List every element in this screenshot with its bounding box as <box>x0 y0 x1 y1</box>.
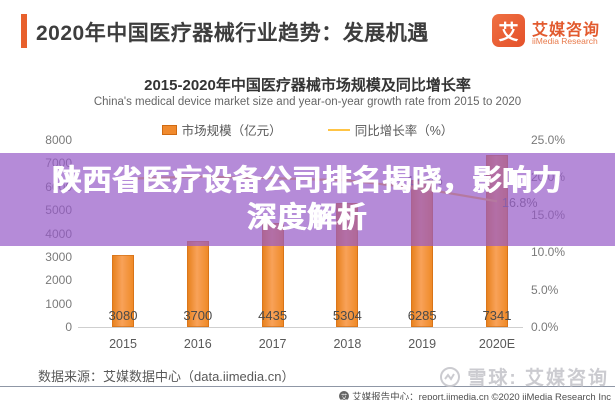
y-axis-tick-right: 25.0% <box>531 133 566 147</box>
report-center-note: 艾 艾媒报告中心：report.iimedia.cn ©2020 iiMedia… <box>339 389 611 400</box>
iimedia-mini-logo-icon: 艾 <box>339 391 350 400</box>
x-axis-baseline <box>78 327 523 328</box>
title-accent-bar <box>21 14 27 48</box>
bar-value-label: 3700 <box>183 308 213 323</box>
bar-value-label: 7341 <box>482 308 512 323</box>
x-axis-tick: 2017 <box>258 337 287 351</box>
bar-value-label: 6285 <box>407 308 437 323</box>
headline-banner-overlay: 陕西省医疗设备公司排名揭晓，影响力 深度解析 <box>0 153 615 246</box>
data-source-note: 数据来源：艾媒数据中心（data.iimedia.cn） <box>38 369 295 384</box>
x-axis-tick: 2015 <box>109 337 137 351</box>
y-axis-tick-right: 10.0% <box>531 245 566 260</box>
y-axis-tick-right: 0.0% <box>531 320 559 334</box>
iimedia-logo-name: 艾媒咨询 <box>532 22 601 39</box>
legend-item-growth-rate: 同比增长率（%） <box>327 120 454 139</box>
legend-label: 同比增长率（%） <box>354 124 454 138</box>
y-axis-tick-left: 3000 <box>45 249 72 264</box>
legend-item-market-size: 市场规模（亿元） <box>161 120 282 139</box>
bar-swatch-icon <box>161 124 177 135</box>
bar-value-label: 5304 <box>332 308 362 323</box>
headline-line-1: 陕西省医疗设备公司排名揭晓，影响力 <box>52 164 563 197</box>
x-axis-tick: 2016 <box>183 337 212 351</box>
chart-legend: 市场规模（亿元） 同比增长率（%） <box>0 120 615 139</box>
iimedia-logo-subtitle: iiMedia Research <box>532 36 598 46</box>
footer-divider <box>0 386 615 387</box>
x-axis-tick: 2020E <box>478 337 516 351</box>
chart-subtitle: China's medical device market size and y… <box>93 96 522 108</box>
iimedia-logo-icon: 艾 <box>492 14 525 47</box>
y-axis-tick-left: 2000 <box>45 273 72 288</box>
bar-value-label: 4435 <box>258 308 288 323</box>
bar-2015 <box>112 255 134 327</box>
y-axis-tick-right: 5.0% <box>531 282 559 297</box>
page-title: 2020年中国医疗器械行业趋势：发展机遇 <box>36 22 429 45</box>
headline-line-2: 深度解析 <box>247 201 368 234</box>
legend-label: 市场规模（亿元） <box>181 124 282 138</box>
bar-value-label: 3080 <box>108 308 138 323</box>
x-axis-tick: 2019 <box>408 337 437 351</box>
y-axis-tick-left: 0 <box>65 320 72 334</box>
report-center-text: 艾媒报告中心：report.iimedia.cn ©2020 iiMedia R… <box>352 392 611 400</box>
y-axis-tick-left: 8000 <box>45 133 72 147</box>
chart-title: 2015-2020年中国医疗器械市场规模及同比增长率 <box>144 77 471 94</box>
y-axis-tick-left: 1000 <box>45 296 72 311</box>
x-axis-tick: 2018 <box>333 337 362 351</box>
watermark-text: 雪球: 艾媒咨询 <box>467 368 609 389</box>
xueqiu-logo-icon <box>440 366 461 387</box>
line-swatch-icon <box>327 128 350 131</box>
xueqiu-watermark: 雪球: 艾媒咨询 <box>439 363 609 390</box>
